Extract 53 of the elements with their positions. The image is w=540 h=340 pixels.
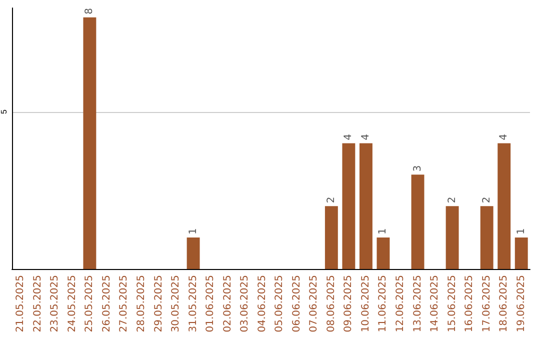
x-tick-label: 14.06.2025 [430, 275, 441, 332]
x-tick-label: 03.06.2025 [240, 275, 251, 332]
x-tick-label: 17.06.2025 [481, 275, 492, 332]
bar [480, 206, 494, 269]
x-tick-label: 18.06.2025 [498, 275, 510, 332]
x-tick-label: 10.06.2025 [360, 275, 372, 332]
x-tick-label: 07.06.2025 [308, 275, 320, 332]
bar [498, 143, 511, 269]
bar [83, 17, 96, 269]
x-tick-label: 29.05.2025 [153, 275, 164, 332]
x-tick-label: 21.05.2025 [15, 275, 26, 332]
x-tick-label: 12.06.2025 [395, 275, 406, 332]
x-tick-label: 01.06.2025 [205, 275, 216, 332]
x-tick-label: 15.06.2025 [446, 275, 458, 332]
bar [376, 238, 390, 269]
data-label: 4 [360, 134, 372, 140]
data-label: 4 [498, 134, 510, 140]
data-label: 2 [446, 196, 458, 204]
x-tick-label: 31.05.2025 [188, 275, 199, 332]
bar [324, 206, 338, 269]
y-tick-label: 5 [0, 109, 8, 114]
data-label: 2 [326, 196, 337, 204]
x-tick-label: 30.05.2025 [170, 275, 182, 332]
x-tick-label: 06.06.2025 [291, 275, 302, 332]
x-tick-label: 11.06.2025 [378, 275, 389, 332]
x-tick-label: 09.06.2025 [343, 275, 354, 332]
x-tick-label: 02.06.2025 [222, 275, 234, 332]
x-tick-label: 08.06.2025 [326, 275, 337, 332]
bar [514, 238, 528, 269]
x-tick-label: 28.05.2025 [136, 275, 147, 332]
data-label: 1 [188, 228, 199, 235]
bar [411, 174, 424, 269]
x-tick-label: 25.05.2025 [84, 275, 96, 332]
x-tick-label: 27.05.2025 [118, 275, 130, 332]
data-label: 8 [84, 8, 96, 14]
x-tick-label: 16.06.2025 [464, 275, 476, 332]
data-label: 2 [481, 196, 492, 204]
bar [186, 238, 200, 269]
bar [446, 206, 459, 269]
x-tick-label: 24.05.2025 [66, 275, 78, 332]
x-tick-label: 23.05.2025 [50, 275, 61, 332]
x-tick-label: 26.05.2025 [101, 275, 112, 332]
data-label: 1 [516, 228, 527, 235]
x-tick-label: 19.06.2025 [516, 275, 527, 332]
bar [359, 143, 372, 269]
x-tick-label: 13.06.2025 [412, 275, 424, 332]
data-label: 1 [378, 228, 389, 235]
data-label: 4 [343, 134, 354, 140]
data-label: 3 [412, 165, 424, 172]
x-tick-label: 05.06.2025 [274, 275, 286, 332]
x-tick-label: 04.06.2025 [256, 275, 268, 332]
x-tick-label: 22.05.2025 [32, 275, 44, 332]
bar [342, 143, 356, 269]
